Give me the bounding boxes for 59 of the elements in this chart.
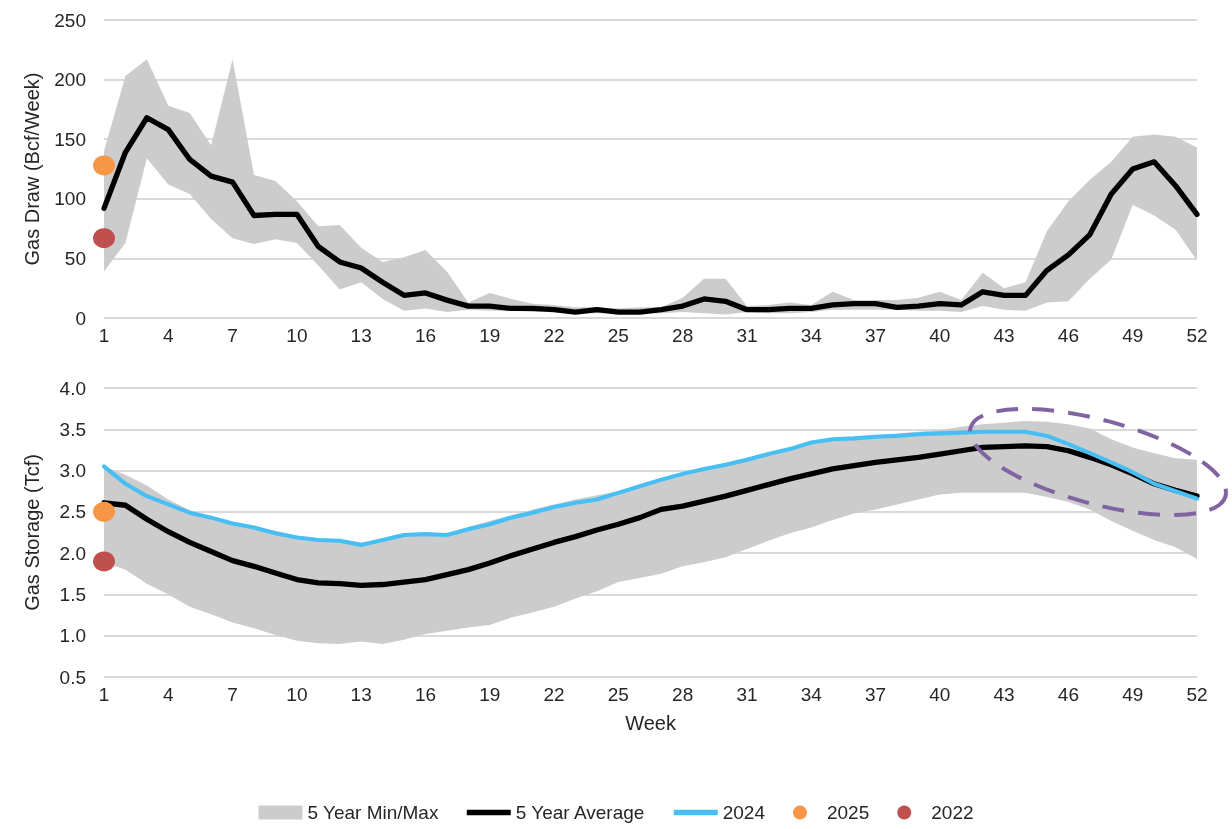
y-tick-label: 1.5 — [59, 583, 86, 605]
y-axis-title: Gas Storage (Tcf) — [21, 454, 43, 611]
x-tick-label: 49 — [1122, 684, 1144, 705]
y-tick-label: 4.0 — [59, 377, 86, 399]
x-tick-label: 4 — [163, 684, 175, 705]
y-tick-label: 2.0 — [59, 542, 86, 564]
x-tick-label: 49 — [1122, 325, 1144, 346]
x-tick-label: 16 — [414, 325, 437, 346]
x-tick-label: 16 — [414, 684, 437, 705]
y-tick-label: 3.5 — [59, 418, 86, 440]
y-tick-label: 50 — [64, 247, 86, 269]
line-series — [101, 429, 1200, 547]
x-tick-label: 28 — [672, 325, 694, 346]
x-tick-label: 1 — [98, 684, 110, 705]
x-tick-label: 4 — [163, 325, 175, 346]
x-tick-label: 37 — [864, 325, 887, 346]
x-tick-label: 43 — [993, 684, 1015, 705]
x-tick-label: 10 — [286, 684, 308, 705]
x-tick-label: 46 — [1057, 325, 1079, 346]
x-tick-label: 37 — [864, 684, 887, 705]
x-tick-label: 1 — [98, 325, 110, 346]
y-tick-label: 200 — [54, 69, 86, 91]
x-axis-title: Week — [625, 712, 677, 734]
x-tick-label: 34 — [800, 325, 823, 346]
x-tick-label: 19 — [479, 684, 501, 705]
x-tick-label: 13 — [350, 684, 372, 705]
x-tick-label: 22 — [543, 325, 565, 346]
legend-label: 2024 — [722, 802, 766, 823]
legend-label: 2025 — [826, 802, 870, 823]
y-tick-label: 1.0 — [59, 625, 86, 647]
legend-label: 5 Year Min/Max — [307, 802, 439, 823]
x-tick-label: 7 — [227, 325, 238, 346]
x-tick-label: 28 — [672, 684, 694, 705]
legend-label: 2022 — [931, 802, 974, 823]
y-tick-label: 100 — [54, 188, 86, 210]
y-tick-label: 3.0 — [59, 460, 86, 482]
x-tick-label: 25 — [607, 325, 629, 346]
x-tick-label: 13 — [350, 325, 372, 346]
x-tick-label: 7 — [227, 684, 238, 705]
x-tick-label: 31 — [736, 684, 758, 705]
x-tick-label: 52 — [1186, 325, 1208, 346]
y-tick-label: 2.5 — [59, 501, 86, 523]
x-tick-label: 25 — [607, 684, 629, 705]
x-tick-label: 40 — [929, 325, 951, 346]
y-tick-label: 0.5 — [59, 666, 86, 688]
x-tick-label: 31 — [736, 325, 758, 346]
x-tick-label: 46 — [1057, 684, 1079, 705]
legend-label: 5 Year Average — [515, 802, 645, 823]
x-tick-label: 19 — [479, 325, 501, 346]
y-axis-title: Gas Draw (Bcf/Week) — [21, 72, 43, 266]
x-tick-label: 22 — [543, 684, 565, 705]
x-tick-label: 34 — [800, 684, 823, 705]
x-tick-label: 52 — [1186, 684, 1208, 705]
x-tick-label: 10 — [286, 325, 308, 346]
x-tick-label: 40 — [929, 684, 951, 705]
y-tick-label: 0 — [75, 307, 86, 329]
x-tick-label: 43 — [993, 325, 1015, 346]
y-tick-label: 150 — [54, 128, 86, 150]
y-tick-label: 250 — [54, 9, 86, 31]
